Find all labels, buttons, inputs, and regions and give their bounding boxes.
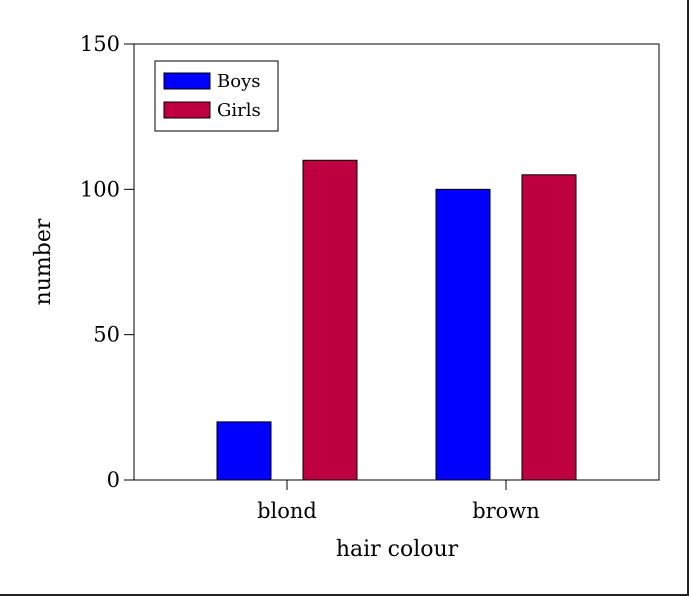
bar-boys-brown: [435, 188, 491, 481]
legend-swatch-boys: [163, 72, 211, 90]
legend-swatch-girls: [163, 101, 211, 119]
y-tick-label: 100: [80, 177, 120, 201]
legend-box: [154, 60, 279, 132]
bar-boys-blond: [216, 421, 272, 481]
legend-label-boys: Boys: [217, 71, 260, 92]
legend-label-girls: Girls: [217, 100, 261, 121]
bars: [216, 159, 577, 481]
x-tick-label-blond: blond: [257, 499, 317, 523]
x-axis-title: hair colour: [336, 537, 459, 562]
y-tick-label: 150: [80, 32, 120, 56]
plot-area: [133, 43, 660, 481]
y-tick-label: 50: [93, 323, 120, 347]
y-tick-label: 0: [107, 468, 120, 492]
bar-girls-brown: [521, 174, 577, 481]
y-axis: 0 50 100 150: [80, 32, 134, 492]
y-axis-title: number: [31, 218, 56, 305]
bar-girls-blond: [302, 159, 358, 481]
x-tick-label-brown: brown: [472, 499, 540, 523]
x-axis: blond brown: [257, 480, 540, 523]
legend: Boys Girls: [154, 60, 279, 132]
